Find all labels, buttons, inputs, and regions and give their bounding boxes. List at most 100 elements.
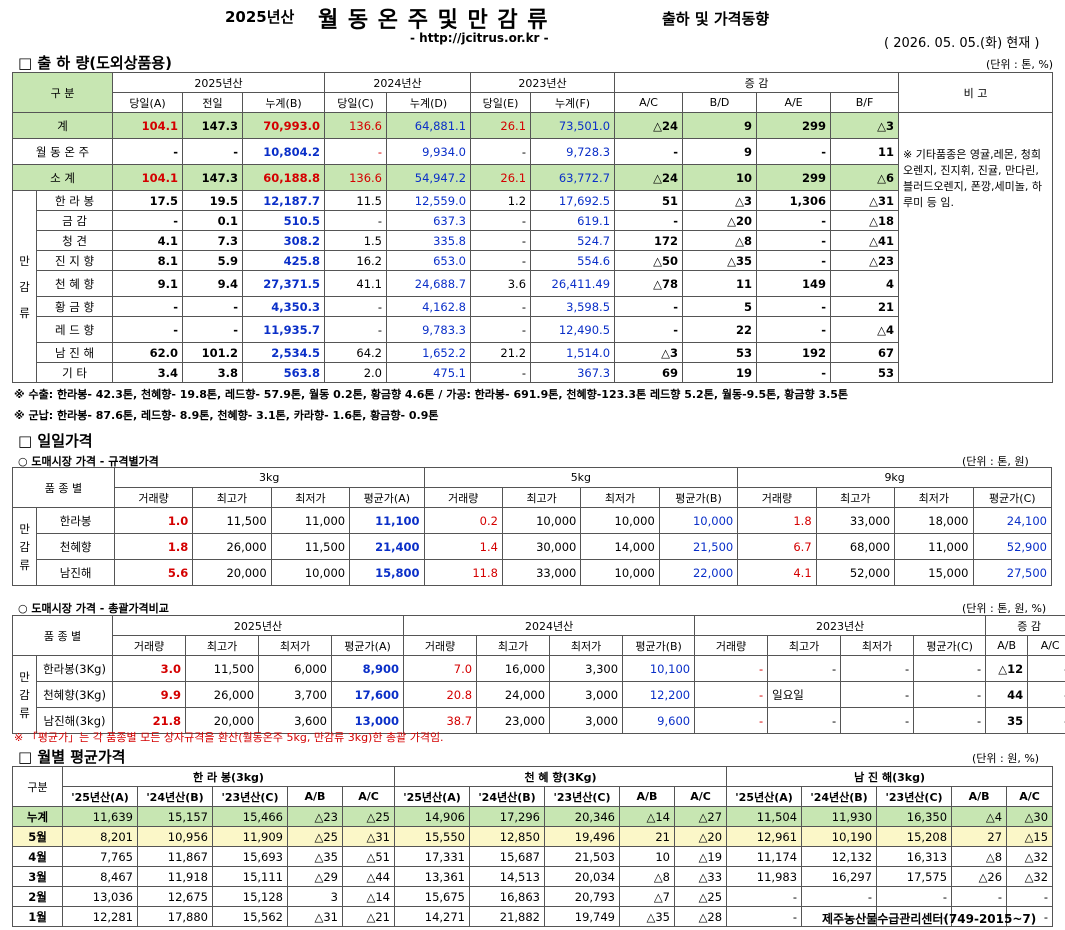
- cell: △3: [614, 342, 684, 363]
- cell: 5.6: [113, 559, 194, 586]
- sub-header: A/B: [985, 635, 1029, 656]
- cell: 10,190: [801, 826, 878, 847]
- cell: 11,918: [137, 866, 213, 887]
- sub-header: 최저가: [840, 635, 915, 656]
- cell: △8: [951, 846, 1008, 867]
- table-row: 황 금 향 - - 4,350.3 - 4,162.8 - 3,598.5 - …: [13, 296, 1053, 317]
- cell: 21.8: [112, 707, 187, 734]
- cell: 16,000: [476, 655, 551, 682]
- sub-header: A/B: [951, 786, 1008, 807]
- cell: 20,000: [185, 707, 260, 734]
- cell: 63,772.7: [530, 164, 616, 191]
- site-url[interactable]: - http://jcitrus.or.kr -: [410, 31, 549, 45]
- table-row: 남진해 5.6 20,000 10,000 15,800 11.8 33,000…: [13, 559, 1052, 586]
- cell: 11.8: [423, 559, 503, 586]
- table-row: 남 진 해 62.0 101.2 2,534.5 64.2 1,652.2 21…: [13, 342, 1053, 363]
- cell: 10: [682, 164, 758, 191]
- cell: △3: [830, 112, 900, 139]
- compare-unit: (단위 : 톤, 원, %): [962, 602, 1047, 615]
- cell: 68,000: [815, 533, 896, 560]
- cell: 22,000: [658, 559, 739, 586]
- col-group-header: 구 분: [12, 72, 113, 113]
- sub-header: 최저가: [549, 635, 624, 656]
- cell: △14: [342, 886, 395, 907]
- cell: 104.1: [112, 164, 183, 191]
- cell: 15,111: [212, 866, 288, 887]
- cell: -: [470, 362, 532, 383]
- sub-header: 거래량: [113, 487, 194, 508]
- sub-header: 평균가(C): [913, 635, 987, 656]
- cell: 21,400: [349, 533, 425, 560]
- cell: △23: [830, 250, 900, 271]
- row-label: 4월: [12, 846, 63, 867]
- cell: 13,361: [394, 866, 470, 887]
- cell: △35: [619, 906, 675, 927]
- sub-header: A/C: [1027, 635, 1065, 656]
- cell: △20: [682, 210, 758, 231]
- table-row: 천혜향 1.8 26,000 11,500 21,400 1.4 30,000 …: [13, 533, 1052, 560]
- sub-header: 최저가: [258, 635, 333, 656]
- report-title: 월 동 온 주 및 만 감 류: [318, 8, 549, 33]
- cell: 10,956: [137, 826, 213, 847]
- cell: 11,983: [726, 866, 803, 887]
- row-label: 황 금 향: [36, 296, 113, 317]
- row-label: 계: [12, 112, 113, 139]
- sub-header: '23년산(C): [544, 786, 620, 807]
- cell: -: [756, 250, 832, 271]
- cell: 52,900: [972, 533, 1052, 560]
- cell: 299: [756, 112, 832, 139]
- cell: 11,639: [62, 806, 138, 827]
- monthly-section-title: □ 월별 평균가격: [18, 748, 126, 766]
- side-char: 만: [19, 253, 30, 268]
- cell: 17,575: [876, 866, 953, 887]
- cell: △24: [614, 164, 684, 191]
- cell: -: [470, 210, 532, 231]
- cell: 19: [682, 362, 758, 383]
- side-char: 감: [19, 687, 30, 702]
- cell: -: [726, 886, 803, 907]
- cell: -: [767, 707, 842, 734]
- cell: 24,100: [972, 507, 1052, 534]
- cell: 14,906: [394, 806, 470, 827]
- col-2025-header: 2025년산: [112, 615, 405, 636]
- cell: -: [756, 230, 832, 251]
- cell: -: [614, 138, 684, 165]
- row-label: 천혜향(3Kg): [35, 681, 114, 708]
- cell: △21: [342, 906, 395, 927]
- cell: 1,514.0: [530, 342, 616, 363]
- row-label: 남진해(3kg): [35, 707, 114, 734]
- cell: -: [112, 138, 183, 165]
- side-char: 류: [19, 557, 31, 572]
- cell: 15,128: [212, 886, 288, 907]
- cell: △27: [673, 806, 728, 827]
- cell: 일요일: [767, 681, 842, 708]
- cell: 367.3: [530, 362, 616, 383]
- sub-header: 당일(C): [324, 92, 387, 113]
- cell: 2,534.5: [242, 342, 325, 363]
- table-row: 만 감 류 한라봉(3Kg) 3.0 11,500 6,000 8,900 7.…: [12, 655, 1065, 734]
- cell: △18: [830, 210, 900, 231]
- cell: 10,000: [501, 507, 582, 534]
- cell: 2.0: [324, 362, 387, 383]
- sub-header: A/B: [287, 786, 343, 807]
- cell: 101.2: [182, 342, 243, 363]
- sub-header: 최저가: [894, 487, 974, 508]
- cell: △31: [342, 826, 395, 847]
- shipment-unit: (단위 : 톤, %): [986, 58, 1054, 71]
- daily-unit: (단위 : 톤, 원): [962, 455, 1029, 468]
- cell: 12,490.5: [530, 316, 616, 343]
- cell: 53: [830, 362, 900, 383]
- cell: 192: [756, 342, 832, 363]
- col-2023-header: 2023년산: [470, 72, 616, 93]
- table-row: 천혜향(3Kg) 9.9 26,000 3,700 17,600 20.8 24…: [13, 681, 1065, 708]
- sub-header: 거래량: [403, 635, 478, 656]
- cell: 17,600: [331, 681, 405, 708]
- daily-subheader-row: 거래량 최고가 최저가 평균가(A) 거래량 최고가 최저가 평균가(B) 거래…: [13, 487, 1052, 508]
- sub-header: A/B: [619, 786, 675, 807]
- remark-cell: ※ 기타품종은 영귤,레몬, 청희오렌지, 진지휘, 진귤, 만다린, 블러드오…: [898, 112, 1054, 383]
- cell: 9.9: [112, 681, 187, 708]
- daily-sub-title: ○ 도매시장 가격 - 규격별가격: [18, 455, 159, 468]
- sub-header: 최고가: [192, 487, 272, 508]
- cell: 11,500: [185, 655, 260, 682]
- col-group-header: 구분: [12, 766, 63, 807]
